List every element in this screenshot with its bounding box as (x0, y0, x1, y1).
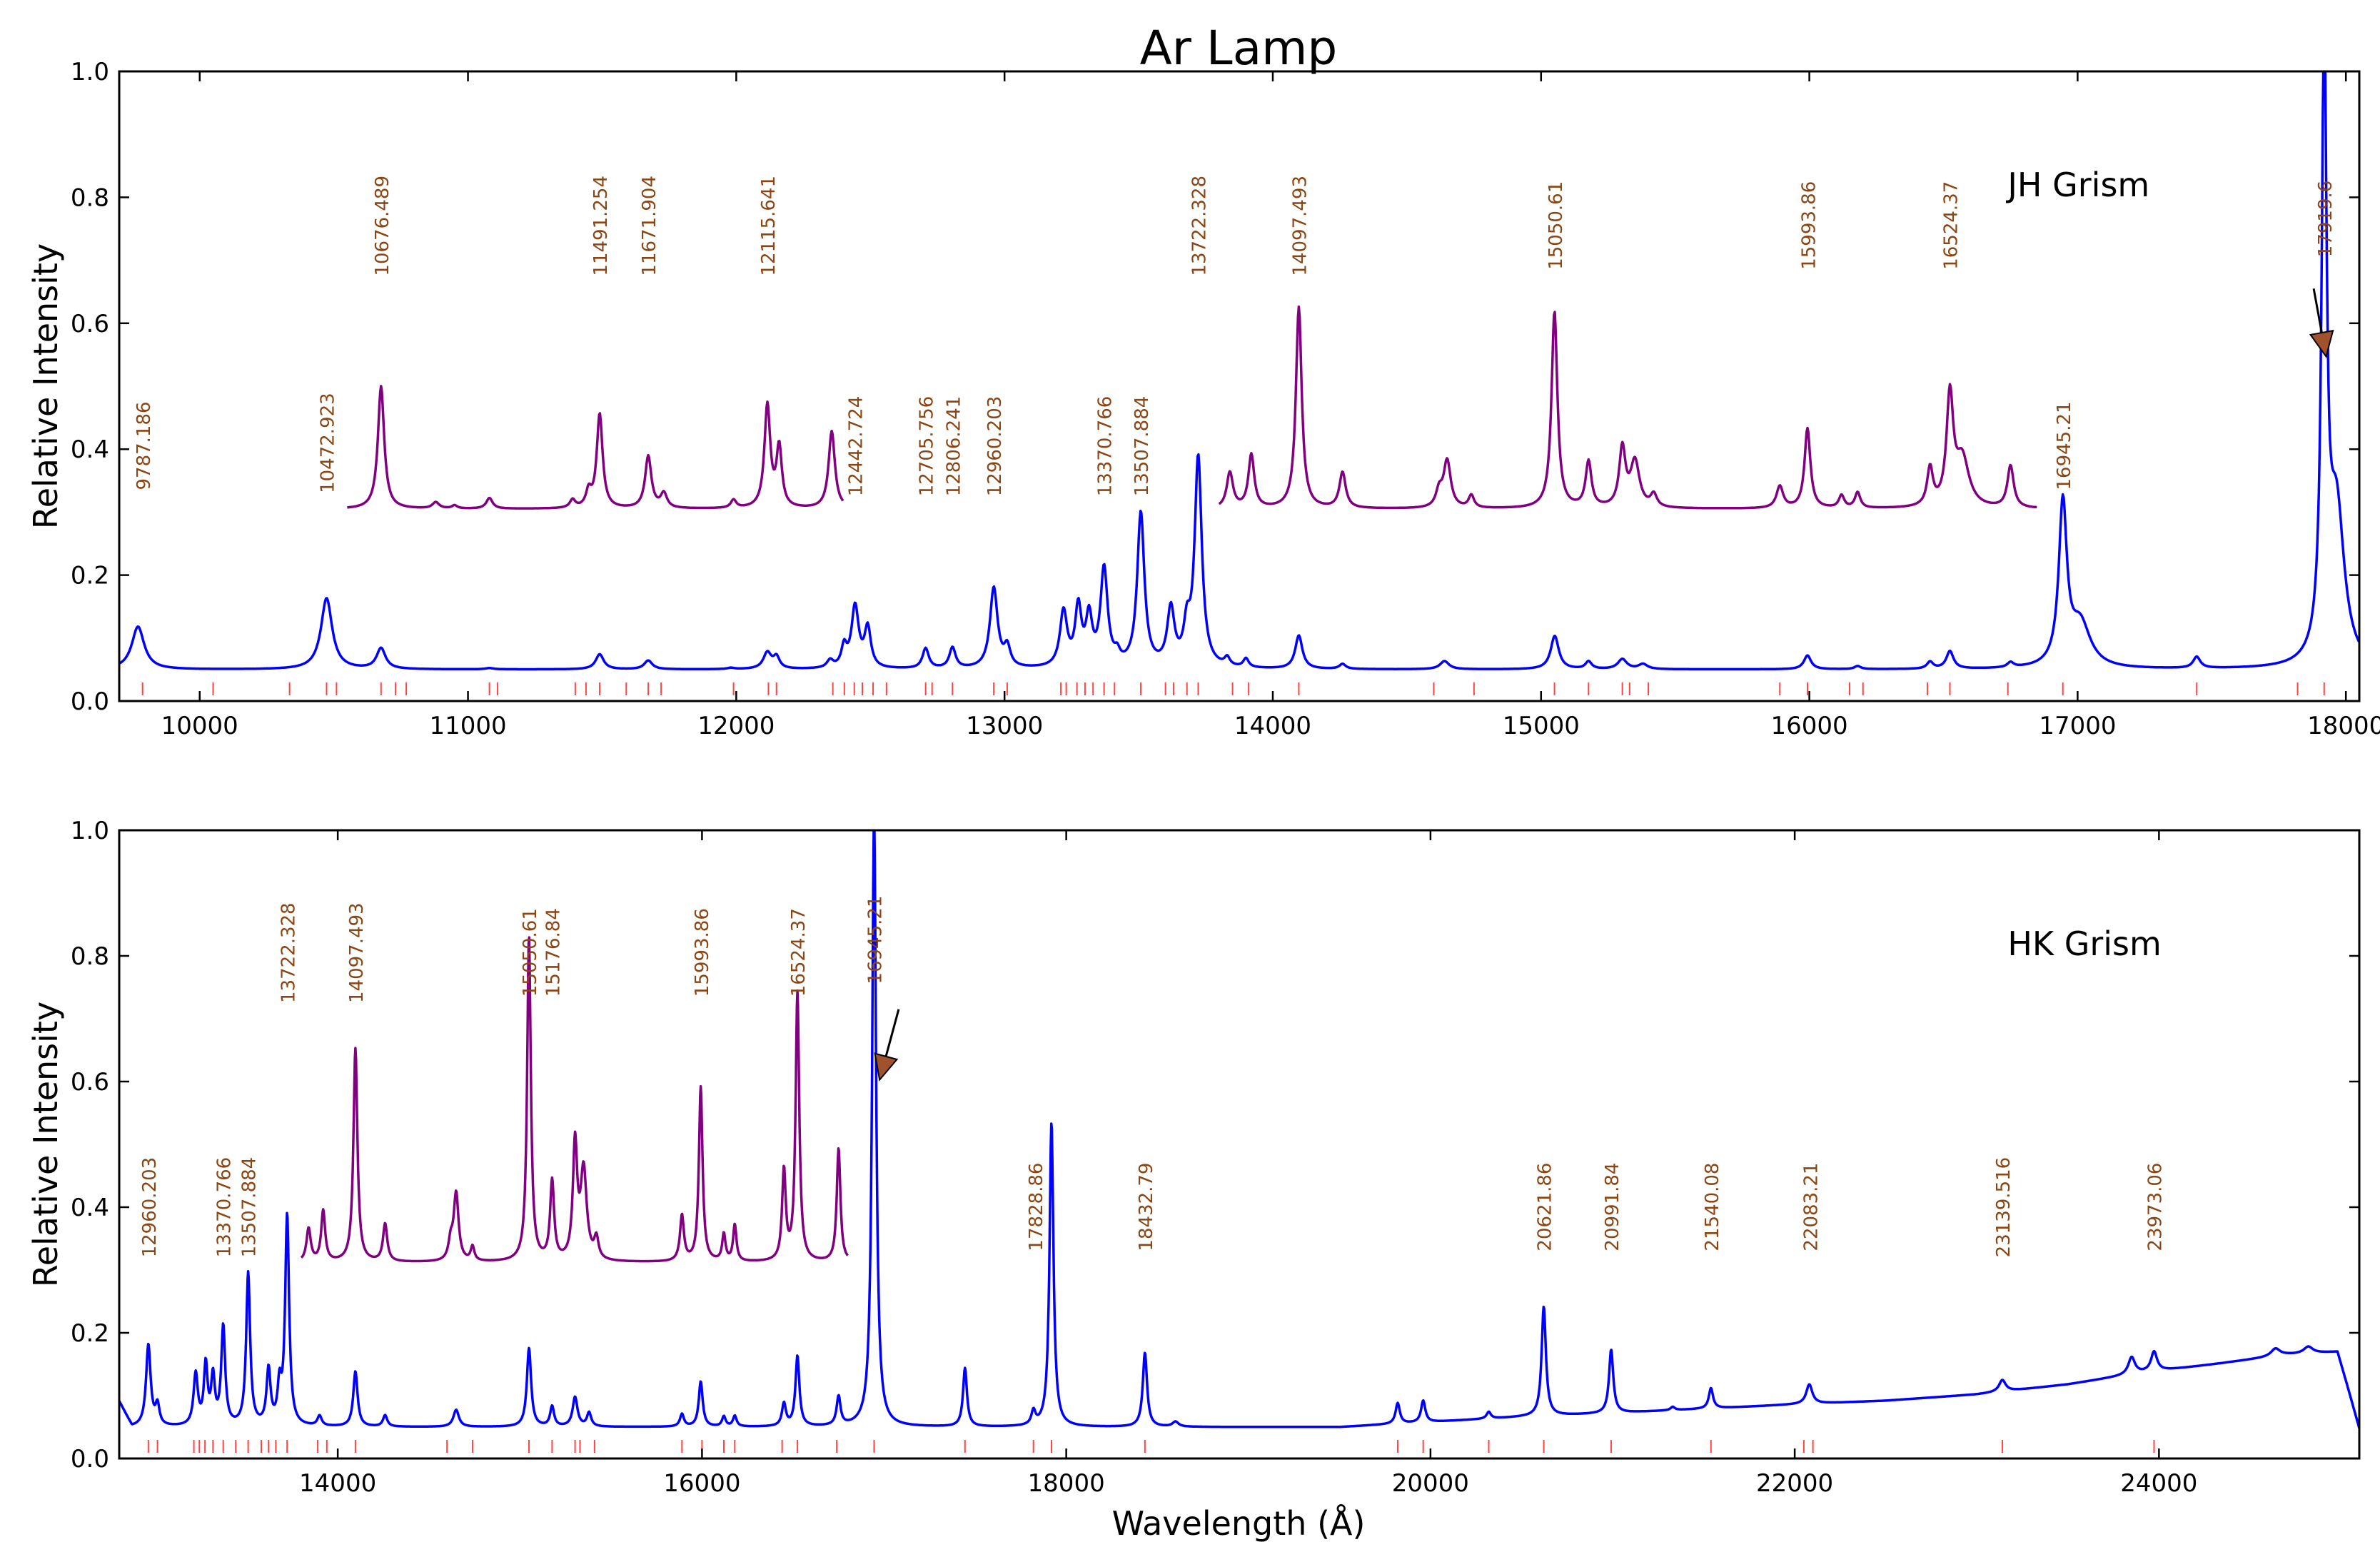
y-tick-label: 0.0 (71, 1445, 109, 1473)
x-tick-label: 12000 (697, 712, 775, 740)
wavelength-annotation: 15993.86 (692, 908, 713, 997)
wavelength-annotation: 12442.724 (846, 396, 867, 497)
y-tick-label: 0.4 (71, 1194, 109, 1222)
wavelength-annotation: 20621.86 (1535, 1163, 1556, 1251)
wavelength-annotation: 15993.86 (1798, 181, 1820, 270)
wavelength-annotation: 12806.241 (943, 396, 964, 497)
wavelength-annotation: 21540.08 (1702, 1163, 1723, 1251)
panel-label: HK Grism (2007, 924, 2162, 963)
x-tick-label: 18000 (1028, 1469, 1105, 1498)
wavelength-annotation: 16524.37 (1941, 181, 1962, 270)
y-tick-label: 0.8 (71, 942, 109, 971)
arrow-head (2309, 329, 2334, 358)
wavelength-annotation: 23139.516 (1993, 1157, 2015, 1258)
wavelength-annotation: 13370.766 (1095, 396, 1116, 497)
wavelength-annotation: 12960.203 (984, 396, 1006, 497)
wavelength-annotation: 13370.766 (214, 1157, 236, 1258)
wavelength-annotation: 12115.641 (758, 176, 780, 276)
panel-hk-grism: 14000 16000 18000 20000 22000 24000 0.0 0.2 0.4 0… (26, 817, 2361, 1498)
y-tick-label: 0.2 (71, 562, 109, 590)
y-tick-label: 1.0 (71, 817, 109, 845)
axes-frame (118, 70, 2361, 702)
wavelength-annotation: 13507.884 (1131, 396, 1153, 497)
x-tick-label: 16000 (663, 1469, 740, 1498)
wavelength-annotation: 17919.6 (2315, 181, 2336, 258)
y-tick-label: 0.6 (71, 310, 109, 338)
y-tick-label: 0.0 (71, 687, 109, 716)
inset-spectrum-line (1218, 305, 2037, 510)
wavelength-annotation: 16945.21 (2054, 401, 2075, 490)
x-tick-label: 14000 (299, 1469, 376, 1498)
wavelength-annotation: 12705.756 (917, 396, 938, 497)
wavelength-annotation: 15050.61 (520, 908, 541, 997)
wavelength-annotation: 18432.79 (1136, 1163, 1157, 1251)
arrow-shaft (884, 1009, 900, 1057)
wavelength-annotation: 13722.328 (1189, 176, 1211, 276)
y-tick-label: 1.0 (71, 58, 109, 86)
wavelength-annotation: 13507.884 (239, 1157, 261, 1258)
x-tick-label: 17000 (2039, 712, 2116, 740)
wavelength-annotation: 16945.21 (865, 896, 887, 984)
wavelength-annotation: 14097.493 (1290, 176, 1311, 276)
wavelength-annotation: 15176.84 (543, 908, 564, 997)
main-spectrum-line (119, 71, 2359, 671)
wavelength-annotation: 10676.489 (372, 176, 393, 276)
x-tick-label: 13000 (966, 712, 1043, 740)
wavelength-annotation: 12960.203 (139, 1157, 161, 1258)
main-spectrum-line (119, 830, 2359, 1429)
y-axis-label: Relative Intensity (26, 1002, 65, 1287)
inset-spectrum-line (346, 385, 844, 510)
panel-label: JH Grism (2005, 166, 2149, 204)
wavelength-annotation: 11671.904 (639, 176, 660, 276)
y-tick-label: 0.4 (71, 435, 109, 464)
inset-spectrum-line (300, 936, 849, 1263)
wavelength-annotation: 13722.328 (278, 902, 299, 1003)
x-tick-label: 22000 (1756, 1469, 1833, 1498)
wavelength-annotation: 15050.61 (1546, 181, 1567, 270)
wavelength-annotation: 11491.254 (590, 176, 612, 276)
wavelength-annotation: 20991.84 (1602, 1163, 1623, 1251)
arrow-head (874, 1052, 899, 1082)
x-tick-label: 16000 (1771, 712, 1848, 740)
wavelength-annotation: 23973.06 (2145, 1163, 2167, 1251)
axes-frame (118, 829, 2361, 1460)
y-tick-label: 0.8 (71, 183, 109, 212)
wavelength-annotation: 9787.186 (133, 401, 155, 490)
panel-jh-grism: 10000 11000 12000 13000 14000 15000 16000 17000… (26, 58, 2380, 740)
x-axis-label: Wavelength (Å) (1112, 1504, 1366, 1543)
y-tick-label: 0.6 (71, 1068, 109, 1097)
arrow-shaft (2312, 288, 2323, 333)
wavelength-annotation: 16524.37 (788, 908, 810, 997)
wavelength-annotation: 22083.21 (1800, 1163, 1822, 1251)
x-tick-label: 24000 (2120, 1469, 2197, 1498)
x-tick-label: 10000 (161, 712, 238, 740)
x-tick-label: 20000 (1392, 1469, 1469, 1498)
y-tick-label: 0.2 (71, 1319, 109, 1348)
wavelength-annotation: 10472.923 (318, 393, 339, 493)
y-axis-label: Relative Intensity (26, 243, 65, 529)
x-tick-label: 11000 (429, 712, 506, 740)
wavelength-annotation: 14097.493 (346, 902, 368, 1003)
wavelength-annotation: 17828.86 (1026, 1163, 1047, 1251)
x-tick-label: 14000 (1234, 712, 1311, 740)
x-tick-label: 18000 (2307, 712, 2380, 740)
x-tick-label: 15000 (1503, 712, 1580, 740)
figure-title: Ar Lamp (1140, 21, 1338, 76)
